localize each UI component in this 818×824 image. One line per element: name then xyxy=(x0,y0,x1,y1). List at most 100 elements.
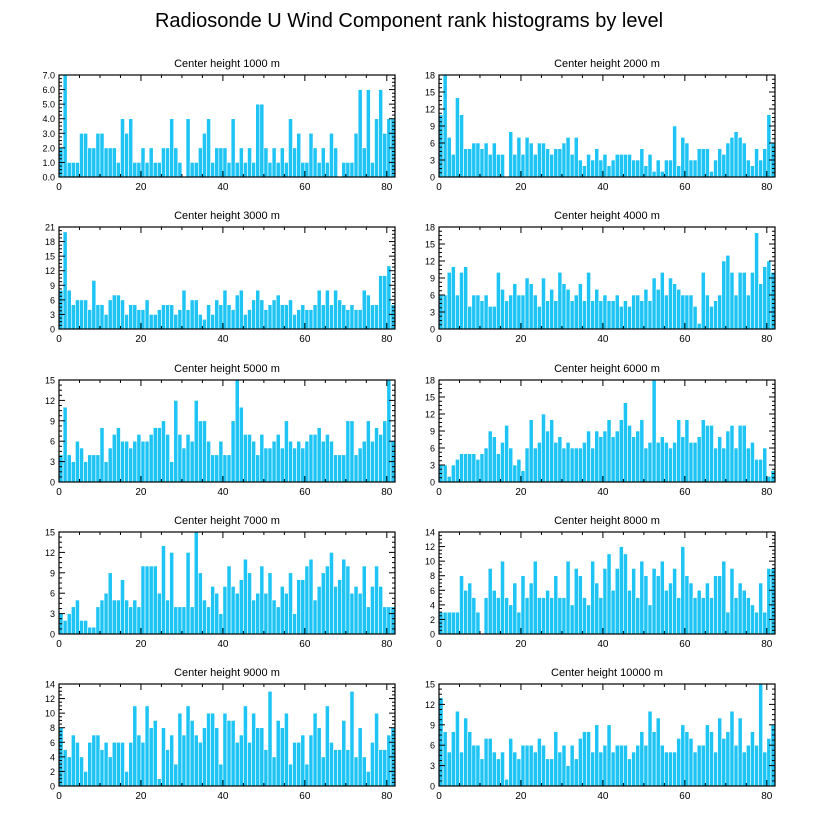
bar xyxy=(325,289,330,330)
bar xyxy=(177,712,183,787)
bar xyxy=(370,304,375,330)
bar xyxy=(103,741,109,787)
x-tick-label: 40 xyxy=(597,182,609,193)
bar xyxy=(520,470,526,483)
y-tick-label: 0 xyxy=(50,782,55,792)
bar xyxy=(66,454,72,483)
bar xyxy=(520,294,526,330)
bar xyxy=(116,599,121,635)
bar xyxy=(284,162,289,178)
bar xyxy=(631,568,636,635)
x-tick-label: 0 xyxy=(56,791,62,802)
bar xyxy=(549,154,555,178)
bar xyxy=(491,751,497,787)
bar xyxy=(275,294,281,330)
bar xyxy=(532,447,538,483)
bar xyxy=(169,461,175,483)
bar xyxy=(103,147,109,178)
bar xyxy=(508,604,514,635)
bar xyxy=(206,712,211,787)
y-tick-label: 0 xyxy=(50,630,55,640)
bar xyxy=(361,289,367,330)
bar xyxy=(304,309,310,330)
bar xyxy=(668,159,673,178)
y-tick-label: 14 xyxy=(45,680,55,690)
bar xyxy=(491,306,497,330)
bar xyxy=(553,575,559,635)
bar xyxy=(631,294,636,330)
bar xyxy=(713,300,718,330)
bar xyxy=(709,171,714,178)
bar xyxy=(230,420,236,483)
bar xyxy=(582,731,587,787)
bar xyxy=(516,758,522,787)
bar xyxy=(148,727,154,787)
bar xyxy=(487,154,493,178)
bar xyxy=(762,611,768,635)
bar xyxy=(251,440,256,483)
bar xyxy=(296,440,302,483)
bar xyxy=(148,565,154,635)
x-tick-label: 60 xyxy=(299,639,311,650)
bar xyxy=(750,604,755,635)
bar xyxy=(512,283,518,330)
x-tick-label: 0 xyxy=(56,334,62,345)
bar xyxy=(602,294,608,330)
y-tick-label: 18 xyxy=(425,376,435,386)
bar xyxy=(684,419,690,483)
x-tick-label: 80 xyxy=(381,182,393,193)
bar xyxy=(247,147,252,178)
bar xyxy=(165,749,170,787)
bar xyxy=(120,118,125,178)
bar xyxy=(450,154,456,178)
bar xyxy=(304,565,310,635)
y-tick-label: 15 xyxy=(425,680,435,690)
bar xyxy=(79,299,84,330)
bar xyxy=(152,565,158,635)
bar xyxy=(479,300,485,330)
y-tick-label: 3 xyxy=(50,609,55,619)
panel-title: Center height 4000 m xyxy=(554,210,660,222)
bar xyxy=(210,586,216,635)
bar xyxy=(91,454,97,483)
y-tick-label: 3 xyxy=(50,457,55,467)
bar xyxy=(541,142,546,178)
bar xyxy=(316,162,322,178)
y-tick-label: 0 xyxy=(430,630,435,640)
bar xyxy=(733,294,739,330)
y-tick-label: 15 xyxy=(425,393,435,403)
bar xyxy=(680,294,686,330)
bar xyxy=(255,103,261,178)
bar xyxy=(300,162,306,178)
bar xyxy=(713,575,718,635)
bar xyxy=(284,712,289,787)
bar xyxy=(267,690,273,787)
bar xyxy=(623,154,628,178)
bar xyxy=(725,731,731,787)
bar xyxy=(614,568,620,635)
bar xyxy=(70,734,76,787)
bar xyxy=(185,705,191,787)
x-tick-label: 40 xyxy=(597,639,609,650)
bar xyxy=(594,582,600,635)
bar xyxy=(251,299,256,330)
bar xyxy=(737,717,743,787)
bar xyxy=(750,272,755,330)
bar xyxy=(614,744,620,787)
bar xyxy=(275,434,281,483)
bar xyxy=(333,454,338,483)
bar xyxy=(296,579,302,635)
bar xyxy=(357,447,363,483)
bar xyxy=(606,553,612,635)
bar xyxy=(700,744,706,787)
bar xyxy=(329,741,334,787)
bar xyxy=(565,442,571,483)
bar xyxy=(370,741,375,787)
bar xyxy=(103,592,109,635)
bar xyxy=(573,294,579,330)
bar xyxy=(655,442,661,483)
y-tick-label: 3 xyxy=(430,461,435,471)
bar xyxy=(635,294,641,330)
bar xyxy=(140,309,146,330)
bar xyxy=(537,597,542,635)
